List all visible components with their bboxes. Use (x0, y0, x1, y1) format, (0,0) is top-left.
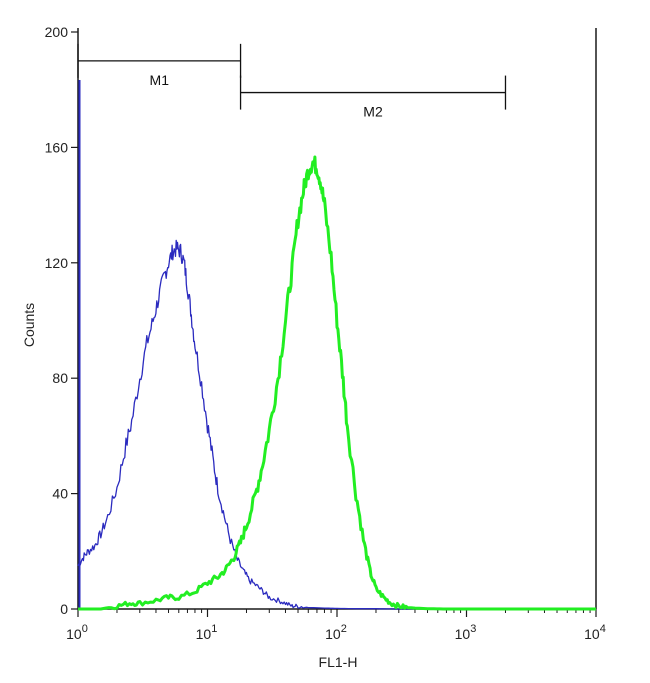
marker-label: M1 (150, 72, 170, 88)
x-tick-label: 103 (455, 623, 477, 642)
y-tick-label: 120 (45, 255, 69, 271)
y-axis-title: Counts (21, 303, 37, 347)
y-tick-label: 0 (60, 601, 68, 617)
y-tick-label: 160 (45, 139, 69, 155)
x-tick-label: 104 (584, 623, 606, 642)
series-line-1 (77, 239, 415, 610)
y-tick-label: 200 (45, 24, 69, 40)
x-tick-label: 100 (66, 623, 88, 642)
y-axis: 0 40 80 120 160 200 (45, 24, 78, 617)
y-tick-label: 40 (52, 486, 68, 502)
x-axis-title: FL1-H (319, 654, 358, 670)
series-line-2 (78, 155, 596, 611)
marker-label: M2 (363, 104, 383, 120)
marker-gates: M1 M2 (77, 43, 507, 120)
x-axis: 100 101 102 103 104 (66, 609, 606, 642)
series-group (77, 155, 596, 611)
x-tick-label: 101 (196, 623, 218, 642)
x-tick-label: 102 (325, 623, 347, 642)
y-tick-label: 80 (52, 370, 68, 386)
